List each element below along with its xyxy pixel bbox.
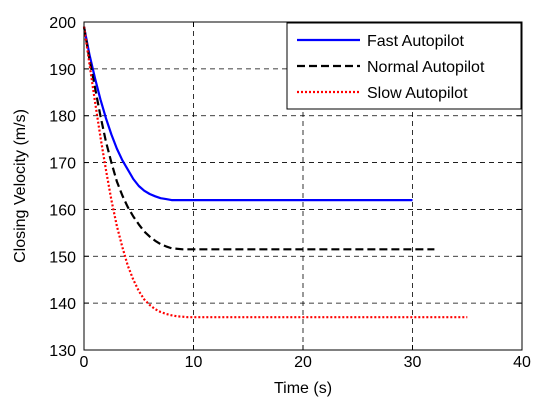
x-axis-label: Time (s) (274, 380, 332, 397)
series-lines (82, 26, 468, 319)
series-line-2 (82, 26, 435, 251)
y-tick-label: 140 (49, 296, 76, 313)
y-tick-label: 170 (49, 156, 76, 173)
series-line-1 (82, 26, 413, 202)
legend-label-3: Slow Autopilot (367, 85, 468, 102)
x-tick-label: 0 (80, 354, 89, 371)
y-tick-label: 190 (49, 62, 76, 79)
y-tick-label: 160 (49, 202, 76, 219)
y-tick-label: 130 (49, 343, 76, 360)
x-tick-label: 20 (294, 354, 312, 371)
y-tick-label: 180 (49, 109, 76, 126)
y-axis-label: Closing Velocity (m/s) (12, 109, 29, 263)
x-tick-label: 10 (185, 354, 203, 371)
x-tick-label: 30 (404, 354, 422, 371)
legend: Fast Autopilot Normal Autopilot Slow Autop… (286, 22, 522, 110)
axis-ticks: 0 10 20 30 40 130 140 150 160 170 180 190 200 (49, 15, 531, 371)
x-tick-label: 40 (513, 354, 531, 371)
legend-label-2: Normal Autopilot (367, 59, 485, 76)
series-line-3 (82, 26, 468, 319)
y-tick-label: 200 (49, 15, 76, 32)
legend-label-1: Fast Autopilot (367, 33, 465, 50)
y-tick-label: 150 (49, 249, 76, 266)
